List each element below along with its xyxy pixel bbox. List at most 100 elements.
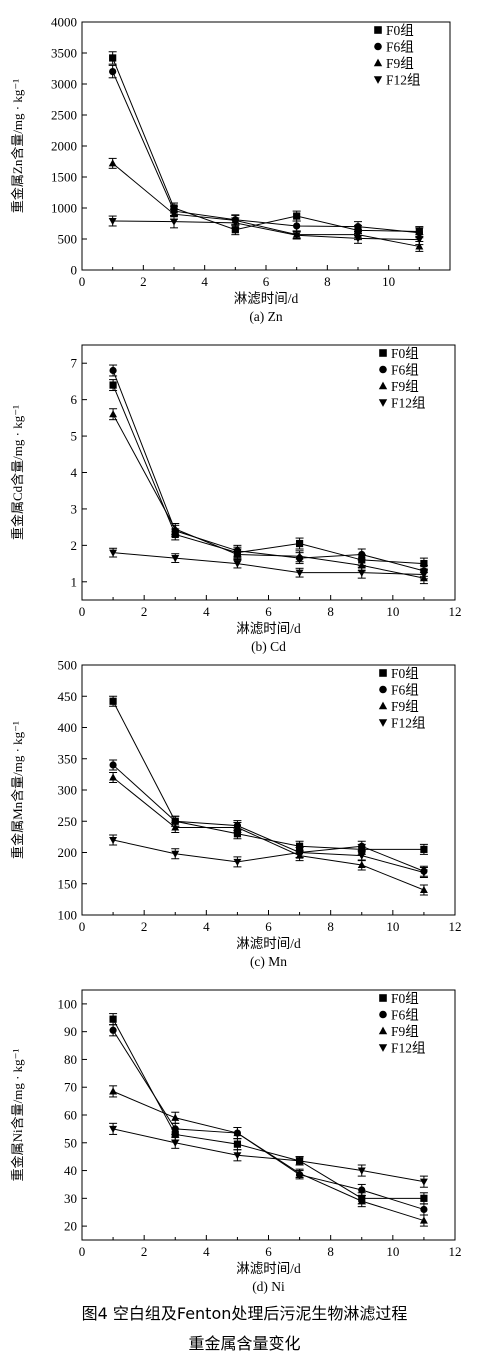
chart2-point-F9 [357,561,366,569]
chart4-ytick-label: 60 [64,1108,77,1123]
chart4-point-F6 [358,1186,366,1194]
chart4-point-F9 [419,1216,428,1224]
chart4-series-F12 [109,1122,428,1188]
chart2-point-F9 [109,410,118,418]
chart3-point-F9 [357,860,366,869]
chart3-xtick-label: 2 [141,919,148,934]
chart2-legend-label-F6: F6组 [391,363,419,378]
chart2-series-F9 [109,408,428,585]
figure-caption-line2: 重金属含量变化 [188,1334,301,1353]
chart1-ytick-label: 2000 [51,139,77,154]
chart1-point-F12 [170,218,178,226]
chart4-legend-marker-F0 [379,994,387,1002]
chart4-point-F9 [109,1087,118,1095]
chart3-point-F9 [109,773,118,781]
chart3-xtick-label: 12 [449,919,462,934]
chart4-ytick-label: 80 [64,1052,77,1067]
chart4-point-F9 [233,1128,242,1137]
chart3-xtick-label: 10 [386,919,399,934]
chart2-point-F12 [233,560,242,568]
chart2-point-F12 [171,555,180,563]
chart4-ytick-label: 40 [64,1163,77,1178]
chart3-xlabel: 淋滤时间/d [236,936,301,951]
chart1-legend-label-F6: F6组 [386,40,414,55]
chart1-point-F12 [354,235,362,243]
chart2-point-F6 [109,366,117,375]
chart2-point-F12 [109,549,118,557]
chart3-ytick-label: 350 [58,751,78,766]
chart2-point-F12 [357,569,366,577]
chart4-xtick-label: 2 [141,1244,148,1259]
chart2-point-F9 [171,524,180,533]
chart3-subtitle: (c) Mn [250,954,287,969]
chart1-point-F12 [415,236,424,244]
chart3-legend-marker-F6 [379,685,387,694]
chart4-legend-label-F9: F9组 [391,1024,419,1039]
chart4-xtick-label: 8 [327,1244,334,1259]
chart4-xtick-label: 12 [449,1244,462,1259]
chart3-point-F12 [357,852,366,860]
chart4-legend-label-F6: F6组 [391,1008,419,1023]
chart2-point-F12 [419,571,428,579]
chart1-point-F12 [108,217,117,226]
chart4-ytick-label: 30 [64,1191,77,1206]
chart2-point-F9 [233,550,242,558]
chart1-legend-marker-F0 [374,26,382,34]
chart3-point-F9 [171,823,180,831]
chart3-xtick-label: 4 [203,919,210,934]
chart3-point-F12 [233,858,242,867]
chart3-point-F6 [358,842,366,850]
chart4-xtick-label: 0 [79,1244,86,1259]
chart4-legend-label-F12: F12组 [391,1041,426,1056]
chart1-ytick-label: 500 [58,232,78,247]
chart4-legend-marker-F12 [378,1044,388,1052]
chart3-ytick-label: 400 [58,720,78,735]
chart1-xtick-label: 8 [324,274,331,289]
chart1-line-F6 [112,71,420,234]
chart1-legend-marker-F12 [373,76,383,84]
chart1-line-F0 [112,57,420,233]
chart1-line-F9 [112,162,420,247]
chart2-point-F6 [358,550,366,559]
chart1-legend-label-F12: F12组 [386,73,421,88]
chart4-ytick-label: 20 [64,1219,77,1234]
chart2-xtick-label: 10 [386,604,399,619]
chart1-point-F9 [415,242,424,250]
chart3-point-F6 [171,817,179,825]
chart4-series-F9 [109,1085,428,1227]
chart4-point-F6 [420,1205,428,1214]
chart3-line-F12 [112,839,425,873]
chart3-ytick-label: 250 [58,814,78,829]
chart4-xlabel: 淋滤时间/d [236,1261,301,1276]
chart2-point-F12 [295,569,304,577]
chart1-legend-marker-F9 [373,58,383,67]
chart2-ylabel: 重金属Cd含量/mg · kg⁻¹ [10,405,25,540]
chart4-point-F9 [357,1196,366,1205]
chart1-legend-marker-F6 [374,42,382,51]
chart3-point-F12 [295,849,304,857]
chart1-ytick-label: 1500 [51,170,77,185]
chart4-point-F12 [357,1167,366,1175]
chart4-point-F0 [420,1194,428,1202]
chart2-line-F12 [113,552,424,575]
chart2-ytick-label: 7 [71,356,78,371]
chart3-point-F12 [109,836,118,845]
chart2-xtick-label: 4 [203,604,210,619]
chart4-ylabel: 重金属Ni含量/mg · kg⁻¹ [10,1048,25,1181]
chart4: 0 2 4 6 8 10 12 20 30 40 50 60 70 80 90 100 淋滤时间/d 重金属Ni含… [10,989,462,1294]
chart1-xtick-label: 4 [201,274,208,289]
chart1-point-F9 [108,159,117,167]
chart2-legend-label-F9: F9组 [391,379,419,394]
chart4-point-F6 [171,1125,179,1133]
chart2-point-F0 [420,559,428,568]
chart3-ylabel: 重金属Mn含量/mg · kg⁻¹ [10,721,25,859]
chart2-point-F9 [295,552,304,560]
chart4-point-F12 [109,1125,118,1134]
chart3-line-F6 [112,764,425,872]
chart4-point-F0 [233,1140,242,1148]
chart3-point-F9 [233,823,242,831]
chart2-line-F0 [112,384,424,565]
chart3-ytick-label: 450 [58,689,78,704]
chart1-xtick-label: 10 [382,274,395,289]
chart2-line-F9 [112,413,425,579]
